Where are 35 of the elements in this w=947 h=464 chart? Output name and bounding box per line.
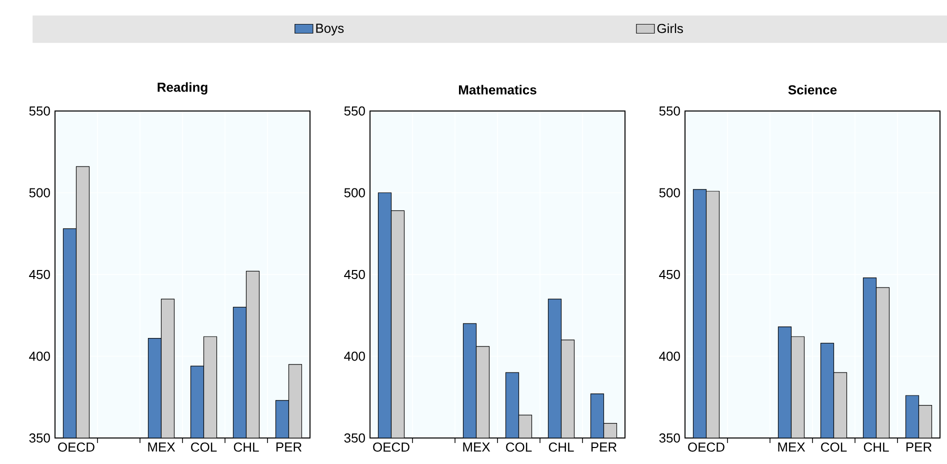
x-tick-label: OECD bbox=[373, 442, 410, 452]
x-tick-label: PER bbox=[906, 442, 932, 452]
y-tick-label: 400 bbox=[659, 352, 680, 361]
legend-label: Boys bbox=[316, 24, 344, 36]
y-tick-label: 550 bbox=[659, 106, 680, 116]
x-tick-label: MEX bbox=[463, 442, 490, 452]
legend-label: Girls bbox=[657, 24, 683, 34]
y-tick-label: 550 bbox=[344, 106, 365, 116]
x-tick-label: COL bbox=[506, 442, 532, 452]
x-tick-label: COL bbox=[821, 442, 847, 452]
y-tick-label: 500 bbox=[659, 188, 680, 198]
x-tick-label: CHL bbox=[864, 442, 889, 452]
y-tick-label: 450 bbox=[344, 270, 365, 280]
x-tick-label: OECD bbox=[688, 442, 724, 452]
x-tick-label: CHL bbox=[548, 442, 574, 452]
y-tick-label: 450 bbox=[29, 270, 50, 280]
y-tick-label: 500 bbox=[29, 188, 50, 198]
x-tick-label: PER bbox=[276, 442, 302, 452]
y-tick-label: 450 bbox=[659, 270, 680, 280]
chart-title: Mathematics bbox=[458, 84, 536, 94]
x-tick-label: COL bbox=[191, 442, 217, 452]
y-tick-label: 500 bbox=[344, 188, 365, 198]
y-tick-label: 350 bbox=[29, 433, 50, 443]
x-tick-label: MEX bbox=[148, 442, 176, 452]
y-tick-label: 350 bbox=[344, 433, 365, 443]
chart-title: Science bbox=[788, 84, 837, 94]
y-tick-label: 400 bbox=[29, 352, 50, 361]
chart-title: Reading bbox=[158, 82, 208, 94]
x-tick-label: CHL bbox=[234, 442, 259, 452]
y-tick-label: 350 bbox=[659, 433, 680, 443]
y-tick-label: 550 bbox=[29, 106, 50, 116]
x-tick-label: PER bbox=[591, 442, 617, 452]
y-tick-label: 400 bbox=[344, 352, 365, 361]
x-tick-label: OECD bbox=[58, 442, 94, 452]
x-tick-label: MEX bbox=[778, 442, 806, 452]
